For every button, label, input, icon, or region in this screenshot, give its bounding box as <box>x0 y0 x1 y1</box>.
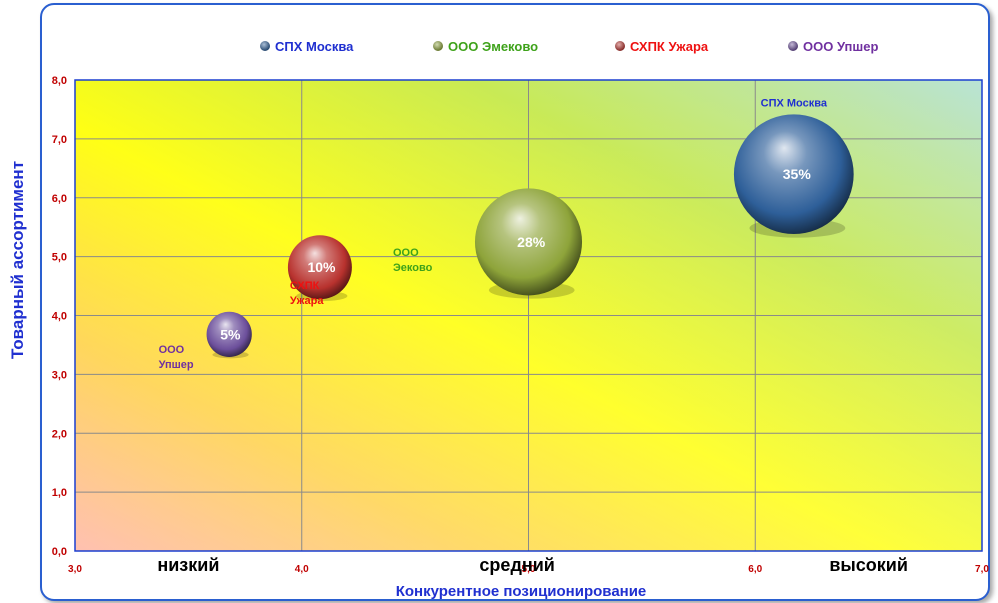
y-tick-label: 6,0 <box>52 193 67 205</box>
y-tick-label: 4,0 <box>52 311 67 323</box>
legend-marker <box>433 41 443 51</box>
point-label-line: Ужара <box>290 295 324 307</box>
bubble-1 <box>474 188 583 296</box>
y-tick-label: 8,0 <box>52 75 67 87</box>
y-tick-label: 7,0 <box>52 134 67 146</box>
x-axis: 3,0 4,0 5,0 6,0 7,0 <box>68 564 989 575</box>
point-label-line: Эеково <box>393 262 433 274</box>
bubble-value-label: 28% <box>517 234 546 250</box>
bubble-value-label: 5% <box>220 326 241 342</box>
point-label-line: ООО <box>159 344 185 356</box>
legend-label: ООО Упшер <box>803 39 878 54</box>
legend: СПХ Москва ООО Эмеково СХПК Ужара ООО Упшер <box>260 39 878 54</box>
x-tick-label: 3,0 <box>68 564 82 575</box>
x-category-label: высокий <box>829 555 908 575</box>
y-tick-label: 2,0 <box>52 428 67 440</box>
y-tick-label: 0,0 <box>52 546 67 558</box>
legend-marker <box>788 41 798 51</box>
legend-label: СХПК Ужара <box>630 39 709 54</box>
y-tick-label: 5,0 <box>52 252 67 264</box>
y-tick-label: 3,0 <box>52 369 67 381</box>
x-axis-title: Конкурентное позиционирование <box>396 583 647 600</box>
bubble-2 <box>287 235 352 300</box>
x-category-label: средний <box>479 555 554 575</box>
x-category-labels: низкий средний высокий <box>157 555 908 575</box>
legend-label: ООО Эмеково <box>448 39 538 54</box>
point-label-line: Упшер <box>159 359 194 371</box>
bubble-point-label: ООО Эеково <box>393 247 433 274</box>
bubble-value-label: 35% <box>783 166 812 182</box>
y-axis: 0,0 1,0 2,0 3,0 4,0 5,0 6,0 7,0 8,0 <box>52 75 67 558</box>
bubble-point-label: СПХ Москва <box>761 97 828 109</box>
bubble-point-label: СХПК Ужара <box>290 280 324 307</box>
x-tick-label: 6,0 <box>748 564 762 575</box>
x-tick-label: 4,0 <box>295 564 309 575</box>
legend-marker <box>615 41 625 51</box>
plot-border <box>74 79 983 552</box>
legend-marker <box>260 41 270 51</box>
bubble-value-label: 10% <box>307 259 336 275</box>
x-tick-label: 5,0 <box>522 564 536 575</box>
point-label-line: СХПК <box>290 280 320 292</box>
bubble-0 <box>733 114 854 235</box>
bubble-3 <box>206 311 252 357</box>
y-tick-label: 1,0 <box>52 487 67 499</box>
y-axis-title: Товарный ассортимент <box>8 161 27 359</box>
legend-label: СПХ Москва <box>275 39 354 54</box>
x-tick-label: 7,0 <box>975 564 989 575</box>
bubble-point-label: ООО Упшер <box>159 344 194 371</box>
point-label-line: ООО <box>393 247 419 259</box>
bubbles: 35% СПХ Москва 28% ООО Эеково 10% СХПК Ужара 5% О… <box>159 97 854 371</box>
x-category-label: низкий <box>157 555 219 575</box>
